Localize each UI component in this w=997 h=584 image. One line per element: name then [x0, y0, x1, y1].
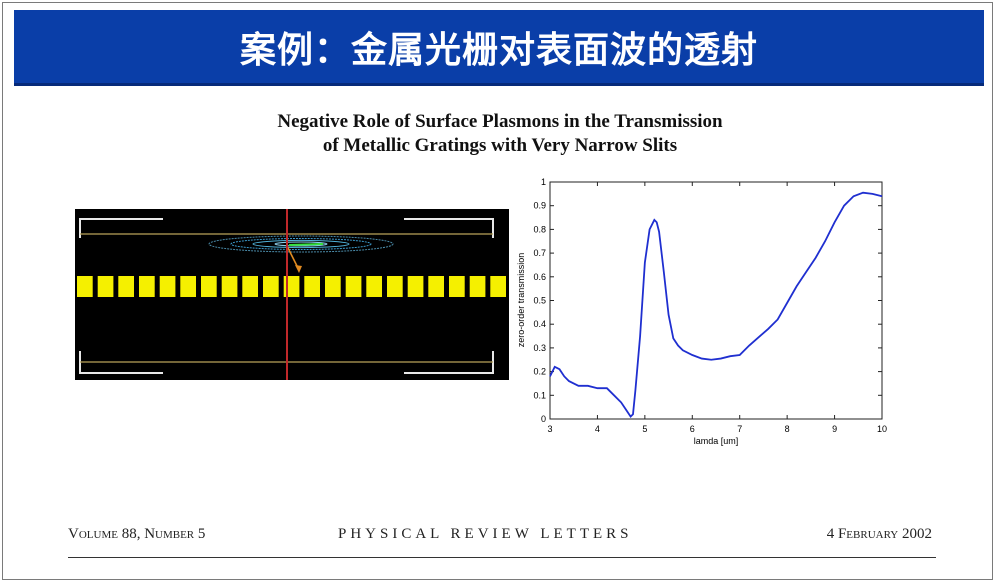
grating-slab — [407, 276, 424, 297]
y-tick-label: 0.6 — [533, 272, 546, 282]
y-tick-label: 0.5 — [533, 296, 546, 306]
x-tick-label: 5 — [642, 424, 647, 434]
green-field-trace — [288, 243, 324, 246]
grating-slab — [325, 276, 341, 297]
grating-slab — [159, 276, 176, 297]
y-tick-label: 1 — [541, 177, 546, 187]
grating-slab — [221, 276, 238, 297]
y-tick-label: 0.1 — [533, 390, 546, 400]
grating-simulation-image — [75, 209, 509, 380]
frame-corner-brackets — [79, 218, 494, 374]
grating-slab — [263, 276, 279, 297]
field-ellipses — [208, 235, 394, 253]
slide-title: 案例：金属光栅对表面波的透射 — [239, 29, 758, 71]
orange-arrow-head — [295, 265, 302, 273]
grating-slab — [118, 276, 134, 297]
series-line-zero-order-transmission — [549, 191, 883, 419]
x-tick-label: 3 — [547, 424, 552, 434]
footer-rule — [68, 557, 936, 558]
x-tick-label: 6 — [690, 424, 695, 434]
y-axis-label: zero-order transmission — [516, 253, 526, 348]
grating-slab — [345, 276, 362, 297]
footer-volume: Volume 88, Number 5 — [68, 526, 206, 542]
footer-date: 4 February 2002 — [826, 526, 932, 542]
y-tick-label: 0.4 — [533, 319, 546, 329]
paper-title-line-2: of Metallic Gratings with Very Narrow Sl… — [322, 135, 678, 156]
x-tick-label: 9 — [832, 424, 837, 434]
grating-slab — [201, 276, 217, 297]
grating-slab — [469, 276, 486, 297]
y-tick-label: 0 — [541, 414, 546, 424]
grating-slabs — [77, 276, 506, 297]
y-tick-label: 0.2 — [533, 367, 546, 377]
grating-slab — [490, 276, 506, 297]
y-tick-label: 0.7 — [533, 248, 546, 258]
grating-slab — [97, 276, 114, 297]
x-tick-label: 8 — [785, 424, 790, 434]
transmission-chart: 3 4 5 6 7 8 9 10 0 0.1 0.2 0.3 0.4 0.5 0.6 0.7 0.8 0.9 1 l… — [512, 172, 897, 454]
grating-slab — [366, 276, 382, 297]
y-tick-label: 0.8 — [533, 224, 546, 234]
grating-slab — [77, 276, 93, 297]
paper-title: Negative Role of Surface Plasmons in the… — [180, 110, 820, 158]
x-tick-label: 4 — [595, 424, 600, 434]
slide-title-bar: 案例：金属光栅对表面波的透射 — [14, 10, 984, 86]
grating-simulation-graphic — [75, 209, 509, 380]
plot-area — [549, 181, 883, 420]
x-tick-label: 10 — [877, 424, 887, 434]
chart-ticks: 3 4 5 6 7 8 9 10 0 0.1 0.2 0.3 0.4 0.5 0.6 0.7 0.8 0.9 1 — [533, 177, 887, 434]
y-tick-label: 0.3 — [533, 343, 546, 353]
grating-slab — [387, 276, 403, 297]
grating-slab — [304, 276, 320, 297]
x-axis-label: lamda [um] — [694, 436, 739, 446]
x-tick-label: 7 — [737, 424, 742, 434]
grating-slab — [242, 276, 258, 297]
grating-slab — [449, 276, 465, 297]
y-tick-label: 0.9 — [533, 201, 546, 211]
grating-slab — [180, 276, 196, 297]
transmission-chart-svg: 3 4 5 6 7 8 9 10 0 0.1 0.2 0.3 0.4 0.5 0.6 0.7 0.8 0.9 1 l… — [516, 177, 887, 446]
grating-slab — [428, 276, 444, 297]
grating-slab — [139, 276, 155, 297]
paper-title-line-1: Negative Role of Surface Plasmons in the… — [277, 111, 723, 132]
footer-journal-name: PHYSICAL REVIEW LETTERS — [338, 526, 633, 542]
journal-footer: Volume 88, Number 5 PHYSICAL REVIEW LETT… — [68, 526, 936, 550]
